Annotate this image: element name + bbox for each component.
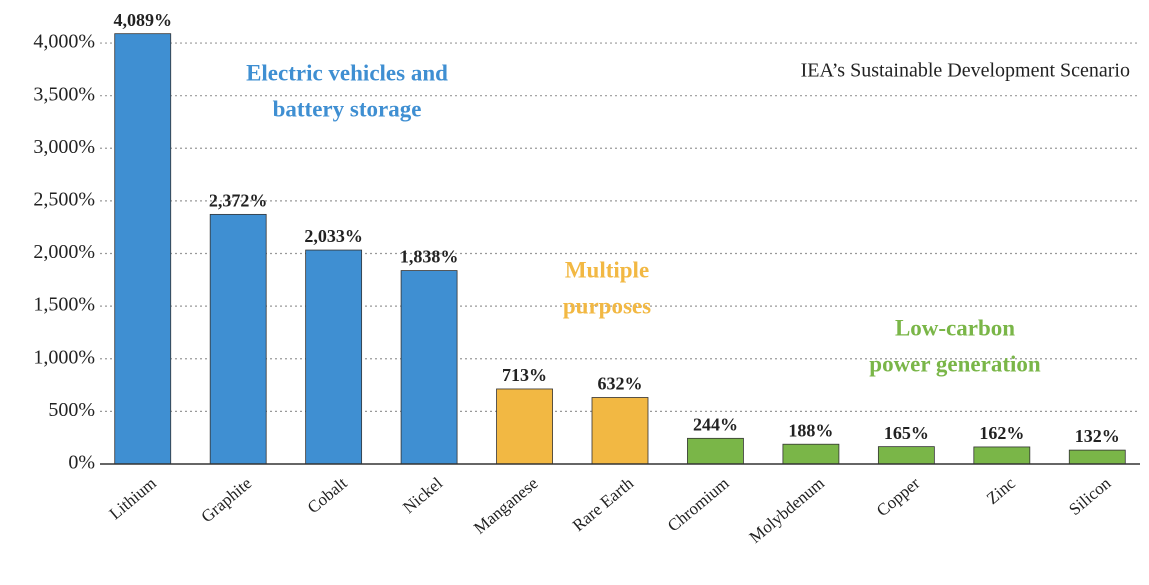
x-tick-label: Chromium xyxy=(664,474,733,536)
value-label: 632% xyxy=(598,374,643,394)
x-tick-label: Molybdenum xyxy=(746,474,828,547)
y-tick-label: 3,500% xyxy=(33,83,95,105)
annotation: purposes xyxy=(563,293,651,318)
x-tick-label: Cobalt xyxy=(304,473,351,517)
value-label: 188% xyxy=(788,420,833,440)
y-tick-label: 500% xyxy=(48,399,95,421)
x-tick-label: Manganese xyxy=(470,474,542,538)
bar xyxy=(687,437,744,465)
x-tick-label: Lithium xyxy=(106,474,160,524)
x-tick-label: Silicon xyxy=(1065,473,1114,519)
bar xyxy=(782,443,840,465)
annotation: Electric vehicles and xyxy=(246,60,448,85)
value-label: 162% xyxy=(979,423,1024,443)
annotation: battery storage xyxy=(273,96,422,121)
y-tick-label: 3,000% xyxy=(33,136,95,158)
value-label: 244% xyxy=(693,414,738,434)
x-tick-label: Graphite xyxy=(197,474,255,527)
value-label: 132% xyxy=(1075,426,1120,446)
value-label: 4,089% xyxy=(113,10,172,30)
x-tick-label: Rare Earth xyxy=(569,473,638,535)
y-tick-label: 1,500% xyxy=(33,294,95,316)
y-tick-label: 1,000% xyxy=(33,346,95,368)
value-label: 165% xyxy=(884,423,929,443)
bar xyxy=(114,33,172,465)
x-tick-label: Zinc xyxy=(983,473,1019,508)
value-label: 713% xyxy=(502,365,547,385)
bar xyxy=(973,446,1031,465)
bar xyxy=(877,446,935,465)
annotation: power generation xyxy=(869,351,1041,376)
value-label: 2,372% xyxy=(209,191,268,211)
value-label: 1,838% xyxy=(400,247,459,267)
chart-subtitle: IEA’s Sustainable Development Scenario xyxy=(801,60,1130,82)
bar xyxy=(400,270,458,465)
y-tick-label: 4,000% xyxy=(33,31,95,53)
y-tick-label: 0% xyxy=(68,452,95,474)
annotation: Multiple xyxy=(565,257,649,282)
bar xyxy=(591,397,649,465)
x-tick-label: Nickel xyxy=(399,473,446,517)
y-tick-label: 2,500% xyxy=(33,188,95,210)
annotation: Low-carbon xyxy=(895,315,1015,340)
y-tick-label: 2,000% xyxy=(33,241,95,263)
bar xyxy=(496,388,553,465)
bar xyxy=(209,213,267,465)
bar xyxy=(305,249,363,465)
x-tick-label: Copper xyxy=(873,473,924,520)
bar xyxy=(1068,449,1126,465)
value-label: 2,033% xyxy=(304,226,363,246)
